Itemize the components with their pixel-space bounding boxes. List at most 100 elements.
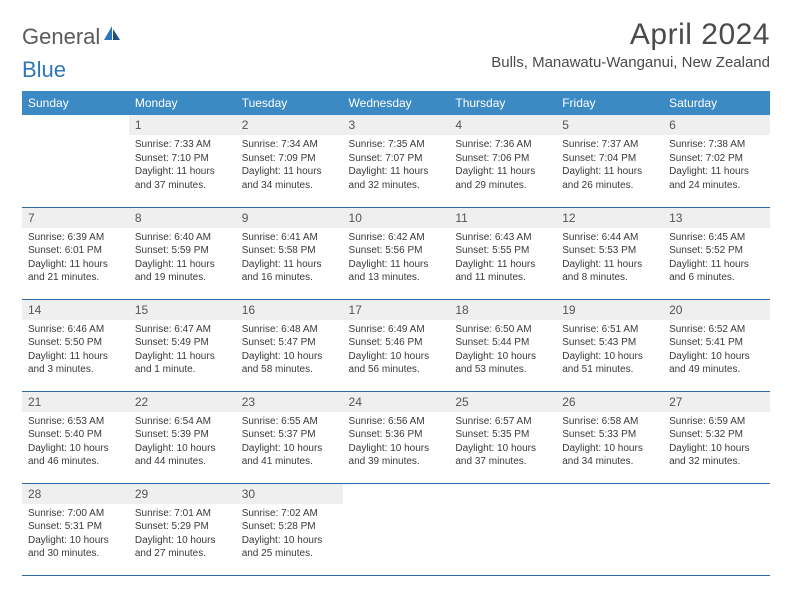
daylight-line: Daylight: 11 hours and 24 minutes. (669, 165, 764, 192)
daylight-line: Daylight: 11 hours and 1 minute. (135, 350, 230, 377)
calendar-cell: 22Sunrise: 6:54 AMSunset: 5:39 PMDayligh… (129, 391, 236, 483)
sunrise-line: Sunrise: 6:45 AM (669, 231, 764, 245)
calendar-cell: 8Sunrise: 6:40 AMSunset: 5:59 PMDaylight… (129, 207, 236, 299)
calendar-cell: 1Sunrise: 7:33 AMSunset: 7:10 PMDaylight… (129, 115, 236, 207)
calendar-cell: 28Sunrise: 7:00 AMSunset: 5:31 PMDayligh… (22, 483, 129, 575)
sunrise-line: Sunrise: 6:43 AM (455, 231, 550, 245)
daylight-line: Daylight: 11 hours and 32 minutes. (349, 165, 444, 192)
sunrise-line: Sunrise: 7:02 AM (242, 507, 337, 521)
day-details: Sunrise: 7:38 AMSunset: 7:02 PMDaylight:… (663, 135, 770, 196)
calendar-cell: 18Sunrise: 6:50 AMSunset: 5:44 PMDayligh… (449, 299, 556, 391)
logo-text-general: General (22, 24, 100, 50)
sunset-line: Sunset: 5:49 PM (135, 336, 230, 350)
daylight-line: Daylight: 10 hours and 41 minutes. (242, 442, 337, 469)
sunset-line: Sunset: 5:29 PM (135, 520, 230, 534)
day-details: Sunrise: 6:43 AMSunset: 5:55 PMDaylight:… (449, 228, 556, 289)
day-number: 12 (556, 208, 663, 228)
sunset-line: Sunset: 5:52 PM (669, 244, 764, 258)
sunrise-line: Sunrise: 6:39 AM (28, 231, 123, 245)
weekday-header: Tuesday (236, 91, 343, 115)
day-number: 10 (343, 208, 450, 228)
day-number: 14 (22, 300, 129, 320)
sunset-line: Sunset: 5:37 PM (242, 428, 337, 442)
day-details: Sunrise: 6:48 AMSunset: 5:47 PMDaylight:… (236, 320, 343, 381)
daylight-line: Daylight: 11 hours and 11 minutes. (455, 258, 550, 285)
sunrise-line: Sunrise: 6:51 AM (562, 323, 657, 337)
calendar-cell: 4Sunrise: 7:36 AMSunset: 7:06 PMDaylight… (449, 115, 556, 207)
sunset-line: Sunset: 5:36 PM (349, 428, 444, 442)
month-title: April 2024 (491, 18, 770, 52)
sunrise-line: Sunrise: 6:40 AM (135, 231, 230, 245)
day-details: Sunrise: 6:39 AMSunset: 6:01 PMDaylight:… (22, 228, 129, 289)
sunrise-line: Sunrise: 6:58 AM (562, 415, 657, 429)
day-number: 25 (449, 392, 556, 412)
day-number: 9 (236, 208, 343, 228)
calendar-table: SundayMondayTuesdayWednesdayThursdayFrid… (22, 91, 770, 576)
sunset-line: Sunset: 7:04 PM (562, 152, 657, 166)
daylight-line: Daylight: 10 hours and 34 minutes. (562, 442, 657, 469)
calendar-cell: 12Sunrise: 6:44 AMSunset: 5:53 PMDayligh… (556, 207, 663, 299)
day-details: Sunrise: 6:55 AMSunset: 5:37 PMDaylight:… (236, 412, 343, 473)
sunset-line: Sunset: 5:28 PM (242, 520, 337, 534)
day-number: 28 (22, 484, 129, 504)
daylight-line: Daylight: 10 hours and 56 minutes. (349, 350, 444, 377)
calendar-cell: . (663, 483, 770, 575)
sunset-line: Sunset: 5:44 PM (455, 336, 550, 350)
calendar-cell: 30Sunrise: 7:02 AMSunset: 5:28 PMDayligh… (236, 483, 343, 575)
sunrise-line: Sunrise: 6:44 AM (562, 231, 657, 245)
day-number: 20 (663, 300, 770, 320)
day-details: Sunrise: 6:47 AMSunset: 5:49 PMDaylight:… (129, 320, 236, 381)
calendar-cell: 6Sunrise: 7:38 AMSunset: 7:02 PMDaylight… (663, 115, 770, 207)
sunrise-line: Sunrise: 6:57 AM (455, 415, 550, 429)
calendar-header-row: SundayMondayTuesdayWednesdayThursdayFrid… (22, 91, 770, 115)
sunrise-line: Sunrise: 6:47 AM (135, 323, 230, 337)
sunrise-line: Sunrise: 7:37 AM (562, 138, 657, 152)
day-details: Sunrise: 6:59 AMSunset: 5:32 PMDaylight:… (663, 412, 770, 473)
calendar-cell: 10Sunrise: 6:42 AMSunset: 5:56 PMDayligh… (343, 207, 450, 299)
sunset-line: Sunset: 5:43 PM (562, 336, 657, 350)
weekday-header: Thursday (449, 91, 556, 115)
day-details: Sunrise: 7:35 AMSunset: 7:07 PMDaylight:… (343, 135, 450, 196)
sunset-line: Sunset: 7:06 PM (455, 152, 550, 166)
sunset-line: Sunset: 5:53 PM (562, 244, 657, 258)
day-details: Sunrise: 7:34 AMSunset: 7:09 PMDaylight:… (236, 135, 343, 196)
day-details: Sunrise: 6:44 AMSunset: 5:53 PMDaylight:… (556, 228, 663, 289)
day-details: Sunrise: 6:53 AMSunset: 5:40 PMDaylight:… (22, 412, 129, 473)
weekday-header: Wednesday (343, 91, 450, 115)
sunrise-line: Sunrise: 6:41 AM (242, 231, 337, 245)
logo-text-blue: Blue (22, 57, 66, 83)
calendar-body: . 1Sunrise: 7:33 AMSunset: 7:10 PMDayligh… (22, 115, 770, 575)
location-subtitle: Bulls, Manawatu-Wanganui, New Zealand (491, 54, 770, 71)
sunrise-line: Sunrise: 6:48 AM (242, 323, 337, 337)
day-number: 8 (129, 208, 236, 228)
weekday-header: Saturday (663, 91, 770, 115)
sunrise-line: Sunrise: 6:55 AM (242, 415, 337, 429)
calendar-cell: 25Sunrise: 6:57 AMSunset: 5:35 PMDayligh… (449, 391, 556, 483)
calendar-cell: 17Sunrise: 6:49 AMSunset: 5:46 PMDayligh… (343, 299, 450, 391)
day-details: Sunrise: 6:58 AMSunset: 5:33 PMDaylight:… (556, 412, 663, 473)
daylight-line: Daylight: 11 hours and 19 minutes. (135, 258, 230, 285)
day-details: Sunrise: 6:56 AMSunset: 5:36 PMDaylight:… (343, 412, 450, 473)
day-details: Sunrise: 7:01 AMSunset: 5:29 PMDaylight:… (129, 504, 236, 565)
day-number: 1 (129, 115, 236, 135)
calendar-cell: . (556, 483, 663, 575)
daylight-line: Daylight: 11 hours and 34 minutes. (242, 165, 337, 192)
sunset-line: Sunset: 5:32 PM (669, 428, 764, 442)
daylight-line: Daylight: 11 hours and 26 minutes. (562, 165, 657, 192)
calendar-cell: 14Sunrise: 6:46 AMSunset: 5:50 PMDayligh… (22, 299, 129, 391)
day-details: Sunrise: 7:02 AMSunset: 5:28 PMDaylight:… (236, 504, 343, 565)
day-number: 26 (556, 392, 663, 412)
daylight-line: Daylight: 10 hours and 46 minutes. (28, 442, 123, 469)
daylight-line: Daylight: 11 hours and 6 minutes. (669, 258, 764, 285)
day-details: Sunrise: 7:37 AMSunset: 7:04 PMDaylight:… (556, 135, 663, 196)
calendar-cell: 5Sunrise: 7:37 AMSunset: 7:04 PMDaylight… (556, 115, 663, 207)
logo: General (22, 24, 122, 50)
day-number: 16 (236, 300, 343, 320)
day-number: 13 (663, 208, 770, 228)
sunset-line: Sunset: 5:31 PM (28, 520, 123, 534)
calendar-cell: 2Sunrise: 7:34 AMSunset: 7:09 PMDaylight… (236, 115, 343, 207)
sunrise-line: Sunrise: 6:42 AM (349, 231, 444, 245)
sunset-line: Sunset: 7:07 PM (349, 152, 444, 166)
day-number: 18 (449, 300, 556, 320)
daylight-line: Daylight: 10 hours and 58 minutes. (242, 350, 337, 377)
